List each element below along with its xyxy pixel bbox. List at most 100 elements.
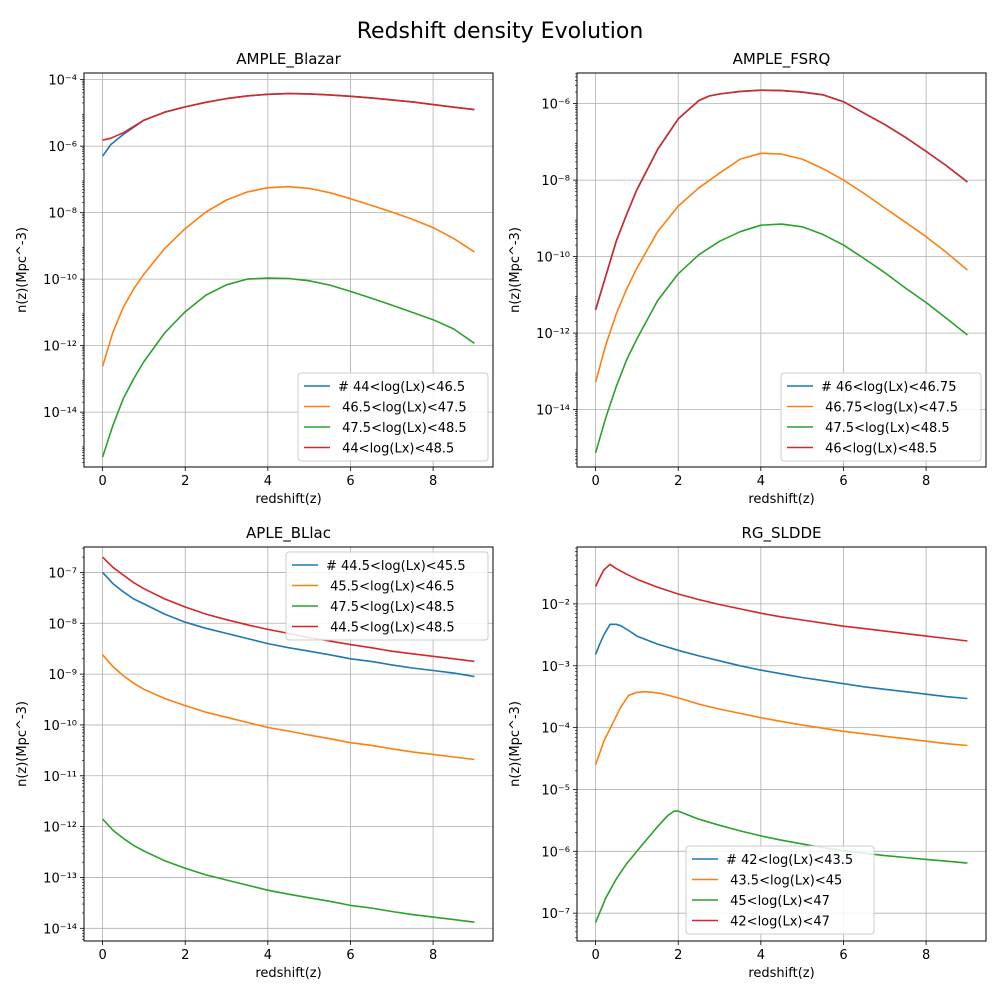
series-line-2 bbox=[101, 654, 475, 761]
legend-entry: # 44.5<log(Lx)<45.5 bbox=[326, 559, 466, 574]
y-axis-label: n(z)(Mpc^-3) bbox=[508, 227, 523, 313]
series-line-2 bbox=[594, 690, 968, 765]
x-axis-label: redshift(z) bbox=[748, 492, 814, 507]
x-tick-label: 4 bbox=[264, 948, 272, 963]
y-tick-label: 10⁻¹⁴ bbox=[43, 922, 77, 937]
x-tick-label: 4 bbox=[264, 474, 272, 489]
legend-entry: 42<log(Lx)<47 bbox=[726, 915, 830, 930]
y-tick-label: 10⁻⁸ bbox=[48, 207, 77, 222]
legend-entry: 45.5<log(Lx)<46.5 bbox=[326, 580, 455, 595]
y-tick-label: 10⁻⁷ bbox=[541, 907, 570, 922]
figure-title: Redshift density Evolution bbox=[357, 19, 644, 44]
y-tick-label: 10⁻⁴ bbox=[541, 722, 570, 737]
x-axis-label: redshift(z) bbox=[748, 966, 814, 981]
x-tick-label: 8 bbox=[922, 948, 930, 963]
y-tick-label: 10⁻² bbox=[541, 598, 570, 613]
y-tick-label: 10⁻³ bbox=[541, 660, 570, 675]
x-tick-label: 2 bbox=[181, 948, 189, 963]
plot-frame bbox=[576, 72, 987, 468]
y-tick-label: 10⁻⁷ bbox=[48, 566, 77, 581]
series-line-3 bbox=[101, 277, 475, 458]
x-tick-label: 2 bbox=[674, 948, 682, 963]
series-line-4 bbox=[594, 89, 968, 310]
x-tick-label: 2 bbox=[674, 474, 682, 489]
panel-title: AMPLE_FSRQ bbox=[733, 50, 831, 69]
y-axis-label: n(z)(Mpc^-3) bbox=[15, 227, 30, 313]
y-tick-label: 10⁻⁵ bbox=[541, 783, 570, 798]
legend-box bbox=[285, 551, 489, 641]
x-tick-label: 6 bbox=[346, 948, 354, 963]
y-tick-label: 10⁻⁶ bbox=[48, 140, 77, 155]
series-line-4 bbox=[102, 92, 475, 141]
legend-entry: 43.5<log(Lx)<45 bbox=[726, 874, 842, 889]
legend-entry: # 46<log(Lx)<46.75 bbox=[821, 380, 956, 395]
legend-entry: 47.5<log(Lx)<48.5 bbox=[326, 600, 455, 615]
series-line-2 bbox=[101, 185, 475, 367]
x-tick-label: 2 bbox=[181, 474, 189, 489]
y-axis-label: n(z)(Mpc^-3) bbox=[15, 701, 30, 787]
legend-box bbox=[685, 845, 875, 935]
y-tick-label: 10⁻¹⁰ bbox=[43, 273, 77, 288]
y-tick-label: 10⁻¹⁰ bbox=[536, 251, 570, 266]
series-line-3 bbox=[594, 810, 968, 923]
panel-4: 0 2 4 6 8 10⁻⁷ 10⁻⁶ 10⁻⁵ 10⁻⁴ 10⁻³ 10⁻² RG_SLDDEred… bbox=[508, 524, 987, 981]
legend-entry: # 44<log(Lx)<46.5 bbox=[338, 380, 465, 395]
y-axis-label: n(z)(Mpc^-3) bbox=[508, 701, 523, 787]
legend-entry: 44<log(Lx)<48.5 bbox=[338, 442, 454, 457]
series-line-3 bbox=[594, 223, 968, 454]
x-tick-label: 0 bbox=[591, 474, 599, 489]
y-tick-label: 10⁻⁶ bbox=[541, 98, 570, 113]
legend-entry: 47.5<log(Lx)<48.5 bbox=[821, 421, 950, 436]
x-tick-label: 0 bbox=[591, 948, 599, 963]
y-tick-label: 10⁻¹¹ bbox=[43, 770, 77, 785]
x-tick-label: 4 bbox=[757, 948, 765, 963]
legend-box bbox=[297, 372, 489, 462]
y-tick-label: 10⁻¹² bbox=[536, 327, 570, 342]
x-tick-label: 6 bbox=[346, 474, 354, 489]
x-tick-label: 6 bbox=[839, 474, 847, 489]
x-axis-label: redshift(z) bbox=[255, 966, 321, 981]
plot-frame bbox=[576, 546, 987, 942]
panel-title: AMPLE_Blazar bbox=[236, 50, 341, 69]
y-tick-label: 10⁻¹³ bbox=[43, 871, 77, 886]
x-tick-label: 6 bbox=[839, 948, 847, 963]
series-line-1 bbox=[594, 623, 968, 700]
series-line-1 bbox=[594, 89, 968, 311]
legend-entry: 45<log(Lx)<47 bbox=[726, 894, 830, 909]
legend: # 42<log(Lx)<43.5 43.5<log(Lx)<45 45<log… bbox=[685, 845, 875, 935]
series-line-3 bbox=[102, 818, 475, 923]
legend: # 44<log(Lx)<46.5 46.5<log(Lx)<47.5 47.5… bbox=[297, 372, 489, 462]
panel-title: RG_SLDDE bbox=[741, 524, 821, 543]
y-tick-label: 10⁻⁶ bbox=[541, 845, 570, 860]
x-axis-label: redshift(z) bbox=[255, 492, 321, 507]
series-line-1 bbox=[102, 571, 475, 678]
legend-box bbox=[780, 372, 982, 462]
y-tick-label: 10⁻¹⁰ bbox=[43, 719, 77, 734]
legend-entry: 47.5<log(Lx)<48.5 bbox=[338, 421, 467, 436]
x-tick-label: 8 bbox=[429, 948, 437, 963]
legend: # 46<log(Lx)<46.75 46.75<log(Lx)<47.5 47… bbox=[780, 372, 982, 462]
y-tick-label: 10⁻⁴ bbox=[48, 74, 77, 89]
series-line-4 bbox=[102, 556, 475, 663]
y-tick-label: 10⁻⁹ bbox=[48, 668, 77, 683]
y-tick-label: 10⁻⁸ bbox=[48, 617, 77, 632]
plot-frame bbox=[83, 72, 494, 468]
legend-entry: 46.5<log(Lx)<47.5 bbox=[338, 401, 467, 416]
y-tick-label: 10⁻¹² bbox=[43, 340, 77, 355]
x-tick-label: 8 bbox=[429, 474, 437, 489]
legend: # 44.5<log(Lx)<45.5 45.5<log(Lx)<46.5 47… bbox=[285, 551, 489, 641]
x-tick-label: 4 bbox=[757, 474, 765, 489]
panel-3: 0 2 4 6 8 10⁻¹⁴ 10⁻¹³ 10⁻¹² 10⁻¹¹ 10⁻¹⁰ 10⁻⁹ 10⁻⁸ 10… bbox=[15, 524, 494, 981]
panel-title: APLE_BLlac bbox=[246, 524, 331, 543]
plot-frame bbox=[83, 546, 494, 942]
y-tick-label: 10⁻¹⁴ bbox=[536, 404, 570, 419]
y-tick-label: 10⁻¹⁴ bbox=[43, 406, 77, 421]
series-line-2 bbox=[594, 152, 968, 383]
x-tick-label: 0 bbox=[98, 948, 106, 963]
legend-entry: 46<log(Lx)<48.5 bbox=[821, 442, 937, 457]
panel-2: 0 2 4 6 8 10⁻¹⁴ 10⁻¹² 10⁻¹⁰ 10⁻⁸ 10⁻⁶ AMPLE_FSRQre… bbox=[508, 50, 987, 507]
x-tick-label: 0 bbox=[98, 474, 106, 489]
legend-entry: 46.75<log(Lx)<47.5 bbox=[821, 401, 958, 416]
panel-1: 0 2 4 6 8 10⁻¹⁴ 10⁻¹² 10⁻¹⁰ 10⁻⁸ 10⁻⁶ 10⁻⁴ AMPLE_Bl… bbox=[15, 50, 494, 507]
